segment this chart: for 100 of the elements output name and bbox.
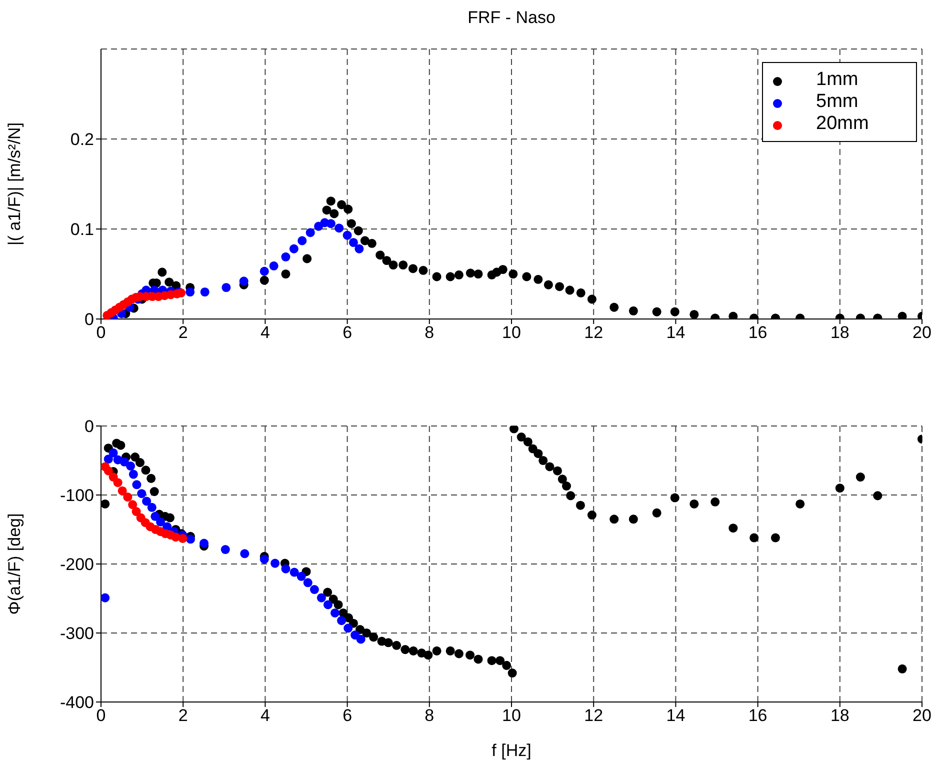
point (522, 272, 532, 282)
y-axis-title: |( a1/F)| [m/s²/N] (5, 122, 24, 246)
point (330, 608, 340, 618)
point (388, 260, 398, 270)
point (466, 268, 475, 278)
point (156, 517, 166, 526)
point (348, 238, 358, 248)
point (326, 196, 336, 206)
point (260, 276, 269, 285)
point (132, 507, 141, 516)
point (239, 276, 248, 286)
point (289, 244, 298, 254)
x-tick-label: 6 (342, 706, 352, 726)
point (120, 457, 129, 466)
legend-label: 5mm (816, 91, 860, 113)
point (898, 312, 907, 319)
point (652, 307, 662, 316)
y-tick-label: -400 (60, 693, 94, 712)
point (186, 534, 196, 544)
x-tick-label: 14 (666, 323, 686, 342)
point (576, 288, 586, 298)
x-tick-label: 6 (342, 323, 352, 342)
point (432, 272, 442, 282)
point (382, 256, 392, 266)
legend-label: 1mm (816, 69, 860, 91)
x-tick-label: 8 (424, 706, 434, 726)
point (376, 250, 385, 260)
point (113, 478, 122, 488)
x-tick-label: 18 (830, 323, 850, 342)
point (354, 244, 364, 254)
point (260, 266, 269, 276)
y-tick-label: 0.2 (70, 130, 94, 150)
x-tick-label: 4 (260, 323, 270, 342)
x-tick-label: 2 (178, 323, 188, 342)
x-tick-label: 20 (912, 706, 932, 726)
x-tick-label: 16 (748, 706, 768, 726)
x-tick-label: 4 (260, 706, 270, 726)
point (360, 236, 370, 246)
point (555, 282, 564, 292)
point (534, 274, 543, 284)
point (158, 268, 167, 277)
point (240, 549, 250, 558)
point (344, 624, 353, 633)
point (200, 287, 210, 297)
point (408, 264, 418, 274)
point (137, 489, 146, 498)
y-tick-label: 0 (84, 417, 94, 436)
point (220, 545, 230, 554)
point (186, 287, 195, 297)
y-tick-label: 0 (84, 310, 94, 330)
point (587, 294, 596, 304)
point (142, 496, 152, 506)
point (337, 616, 346, 626)
point (104, 454, 113, 464)
point (270, 558, 280, 568)
point (446, 272, 455, 282)
point (342, 230, 352, 240)
point (281, 269, 290, 279)
point (310, 585, 319, 594)
x-tick-label: 12 (584, 706, 604, 726)
point (346, 219, 356, 228)
point (344, 204, 353, 214)
point (316, 593, 326, 602)
point (101, 593, 110, 602)
x-tick-label: 8 (424, 323, 434, 342)
point (281, 252, 290, 262)
point (128, 470, 138, 479)
point (565, 286, 574, 295)
point (323, 600, 333, 610)
y-tick-label: -300 (60, 624, 94, 644)
point (260, 554, 269, 564)
point (337, 200, 346, 210)
point (164, 278, 174, 287)
point (298, 236, 307, 246)
x-tick-label: 2 (178, 706, 188, 726)
point (326, 219, 336, 228)
point (544, 280, 553, 290)
point (147, 502, 156, 512)
point (670, 307, 680, 316)
legend-label: 20mm (816, 113, 870, 135)
y-tick-label: -100 (60, 486, 94, 506)
point (418, 266, 428, 275)
point (454, 270, 464, 280)
point (306, 228, 315, 238)
point (474, 269, 483, 279)
y-tick-label: -200 (60, 555, 94, 574)
point (303, 578, 312, 588)
point (128, 500, 138, 510)
point (367, 238, 376, 248)
y-tick-label: 0.1 (70, 220, 94, 240)
x-tick-label: 10 (502, 323, 521, 342)
x-tick-label: 14 (666, 706, 686, 726)
x-tick-label: 16 (748, 323, 768, 342)
point (498, 264, 508, 274)
point (290, 568, 299, 577)
point (108, 448, 118, 458)
point (178, 534, 188, 543)
x-axis-title: f [Hz] (492, 741, 532, 760)
point (302, 254, 312, 264)
point (200, 538, 209, 548)
